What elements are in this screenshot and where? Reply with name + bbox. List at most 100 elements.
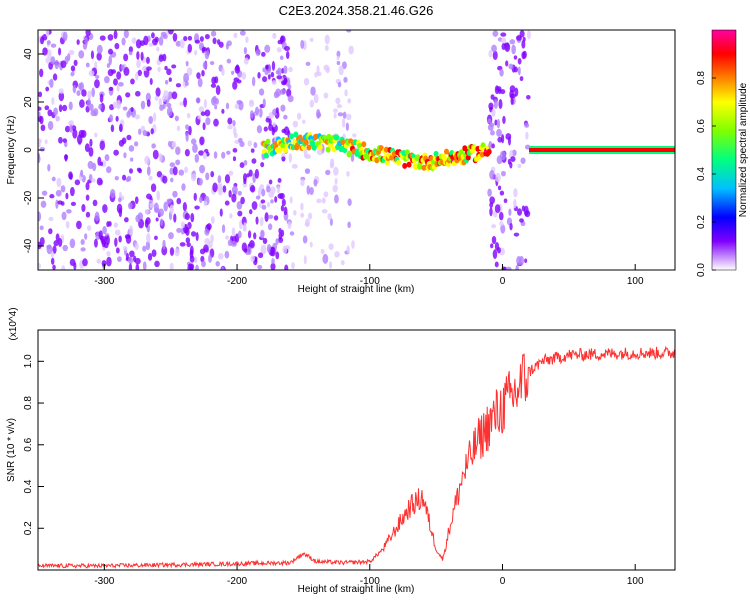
noise-cell (106, 166, 112, 174)
noise-cell (58, 104, 63, 113)
noise-cell (505, 266, 512, 270)
noise-cell (255, 195, 261, 200)
noise-cell (64, 154, 68, 162)
y-tick-label: 0.6 (23, 437, 34, 451)
noise-cell (341, 61, 347, 70)
noise-cell (84, 143, 90, 153)
x-tick-label: -200 (227, 276, 247, 287)
noise-cell (215, 261, 220, 267)
noise-cell (340, 260, 345, 266)
noise-cell (255, 216, 259, 225)
noise-cell (309, 37, 314, 42)
noise-cell (275, 88, 282, 97)
noise-cell (521, 39, 526, 49)
signal-cell (444, 148, 450, 155)
noise-cell (68, 50, 75, 56)
signal-cell (406, 161, 412, 168)
colorbar-tick-label: 0.0 (696, 263, 707, 277)
noise-cell (175, 159, 181, 166)
noise-cell (73, 59, 78, 67)
noise-cell (128, 263, 133, 270)
noise-cell (250, 255, 255, 262)
noise-cell (142, 130, 148, 137)
noise-cell (517, 163, 522, 168)
noise-cell (270, 186, 276, 195)
noise-cell (114, 42, 120, 50)
noise-cell (243, 57, 249, 65)
noise-cell (258, 88, 265, 96)
noise-cell (68, 171, 73, 180)
noise-cell (217, 175, 222, 184)
noise-cell (158, 36, 164, 46)
signal-cell (334, 134, 340, 141)
noise-cell (232, 80, 238, 90)
noise-cell (210, 83, 217, 88)
noise-cell (49, 78, 54, 89)
noise-cell (337, 81, 342, 88)
noise-cell (272, 122, 276, 128)
noise-cell (243, 47, 248, 55)
noise-cell (334, 251, 340, 258)
noise-cell (516, 208, 523, 216)
noise-cell (61, 265, 66, 270)
noise-cell (520, 157, 526, 164)
snr-y-ticks: 0.2 0.4 0.6 0.8 1.0 (23, 354, 44, 535)
noise-cell (44, 139, 48, 144)
noise-cell (276, 47, 282, 53)
noise-cell (509, 39, 516, 45)
noise-cell (120, 64, 125, 71)
noise-cell (185, 60, 189, 67)
noise-cell (222, 185, 227, 193)
noise-cell (162, 239, 166, 250)
noise-cell (281, 198, 286, 207)
noise-cell (194, 39, 201, 44)
noise-cell (213, 118, 219, 127)
noise-cell (129, 157, 134, 162)
noise-cell (333, 113, 337, 119)
noise-cell (333, 108, 338, 114)
noise-cell (169, 167, 174, 175)
noise-cell (113, 30, 118, 40)
noise-cell (58, 88, 64, 94)
noise-cell (513, 232, 520, 237)
noise-cell (106, 63, 111, 68)
noise-cell (44, 105, 50, 111)
noise-cell (229, 213, 233, 219)
noise-cell (64, 125, 71, 133)
noise-cell (500, 89, 506, 95)
noise-cell (185, 132, 189, 142)
noise-cell (260, 199, 266, 204)
noise-cell (168, 232, 174, 240)
noise-cell (316, 149, 323, 156)
noise-cell (110, 69, 117, 74)
noise-cell (253, 232, 257, 240)
noise-cell (254, 106, 260, 116)
noise-cell (53, 240, 59, 247)
noise-cell (138, 168, 142, 174)
noise-cell (113, 149, 119, 156)
noise-cell (96, 258, 102, 264)
noise-cell (509, 161, 513, 169)
signal-cell (347, 150, 353, 157)
noise-cell (195, 231, 199, 242)
noise-cell (271, 258, 275, 265)
noise-cell (251, 201, 258, 210)
noise-cell (104, 154, 110, 162)
noise-cell (281, 80, 287, 86)
y-tick-label: -20 (23, 190, 34, 205)
noise-cell (172, 190, 178, 198)
noise-cell (254, 168, 260, 179)
noise-cell (288, 66, 293, 73)
noise-cell (131, 37, 137, 44)
x-tick-label: -300 (94, 276, 114, 287)
noise-cell (153, 112, 157, 122)
noise-cell (51, 176, 56, 182)
noise-cell (94, 79, 100, 89)
noise-cell (146, 232, 151, 243)
noise-cell (499, 190, 505, 196)
noise-cell (488, 102, 494, 110)
noise-cell (95, 74, 100, 79)
noise-cell (500, 133, 505, 144)
noise-cell (251, 158, 257, 164)
noise-cell (273, 215, 279, 221)
